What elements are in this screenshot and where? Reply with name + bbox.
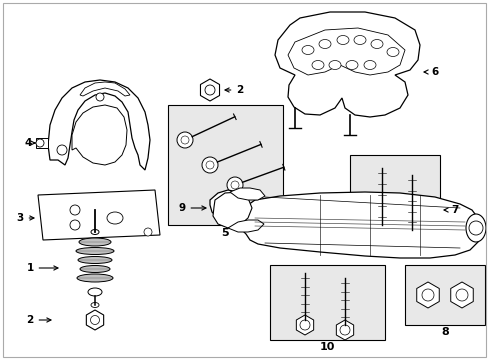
Polygon shape [72, 105, 127, 165]
Circle shape [96, 93, 104, 101]
Ellipse shape [311, 60, 324, 69]
Ellipse shape [88, 288, 102, 296]
Bar [349, 155, 439, 250]
Polygon shape [287, 28, 404, 75]
Ellipse shape [386, 48, 398, 57]
Circle shape [36, 139, 44, 147]
Text: 1: 1 [26, 263, 58, 273]
Circle shape [299, 320, 309, 330]
Ellipse shape [363, 60, 375, 69]
Circle shape [57, 145, 67, 155]
Ellipse shape [77, 274, 113, 282]
Text: 4: 4 [24, 138, 35, 148]
Text: 7: 7 [443, 205, 458, 215]
Circle shape [376, 225, 386, 235]
Polygon shape [227, 220, 264, 232]
Circle shape [468, 221, 482, 235]
Circle shape [177, 132, 193, 148]
Text: 9: 9 [178, 203, 205, 213]
Polygon shape [209, 190, 479, 258]
Circle shape [455, 289, 467, 301]
Text: 6: 6 [423, 67, 438, 77]
Circle shape [202, 157, 218, 173]
Text: 10: 10 [319, 342, 334, 352]
Text: 8: 8 [440, 327, 448, 337]
Ellipse shape [80, 266, 110, 273]
Bar [269, 265, 384, 340]
Text: 5: 5 [221, 228, 228, 238]
Ellipse shape [91, 230, 99, 234]
Circle shape [90, 315, 99, 324]
Ellipse shape [79, 238, 111, 246]
Circle shape [70, 220, 80, 230]
Text: 3: 3 [16, 213, 34, 223]
Bar [404, 265, 484, 325]
Ellipse shape [353, 36, 365, 45]
Ellipse shape [346, 60, 357, 69]
Ellipse shape [336, 36, 348, 45]
Ellipse shape [318, 40, 330, 49]
Circle shape [205, 161, 214, 169]
Circle shape [230, 181, 239, 189]
Ellipse shape [78, 256, 112, 264]
Ellipse shape [370, 40, 382, 49]
Bar [168, 105, 283, 225]
Polygon shape [36, 138, 48, 148]
Circle shape [70, 205, 80, 215]
Ellipse shape [76, 248, 114, 255]
Polygon shape [229, 188, 264, 200]
Polygon shape [38, 190, 160, 240]
Polygon shape [48, 80, 150, 170]
Circle shape [421, 289, 433, 301]
Circle shape [143, 228, 152, 236]
Ellipse shape [302, 45, 313, 54]
Circle shape [204, 85, 215, 95]
Polygon shape [213, 192, 251, 228]
Text: 2: 2 [224, 85, 243, 95]
Text: 2: 2 [26, 315, 51, 325]
Circle shape [406, 230, 416, 240]
Circle shape [226, 177, 243, 193]
Ellipse shape [107, 212, 123, 224]
Circle shape [339, 325, 349, 335]
Ellipse shape [91, 302, 99, 307]
Ellipse shape [328, 60, 340, 69]
Polygon shape [80, 82, 130, 96]
Polygon shape [274, 12, 419, 117]
Circle shape [181, 136, 189, 144]
Ellipse shape [465, 214, 485, 242]
